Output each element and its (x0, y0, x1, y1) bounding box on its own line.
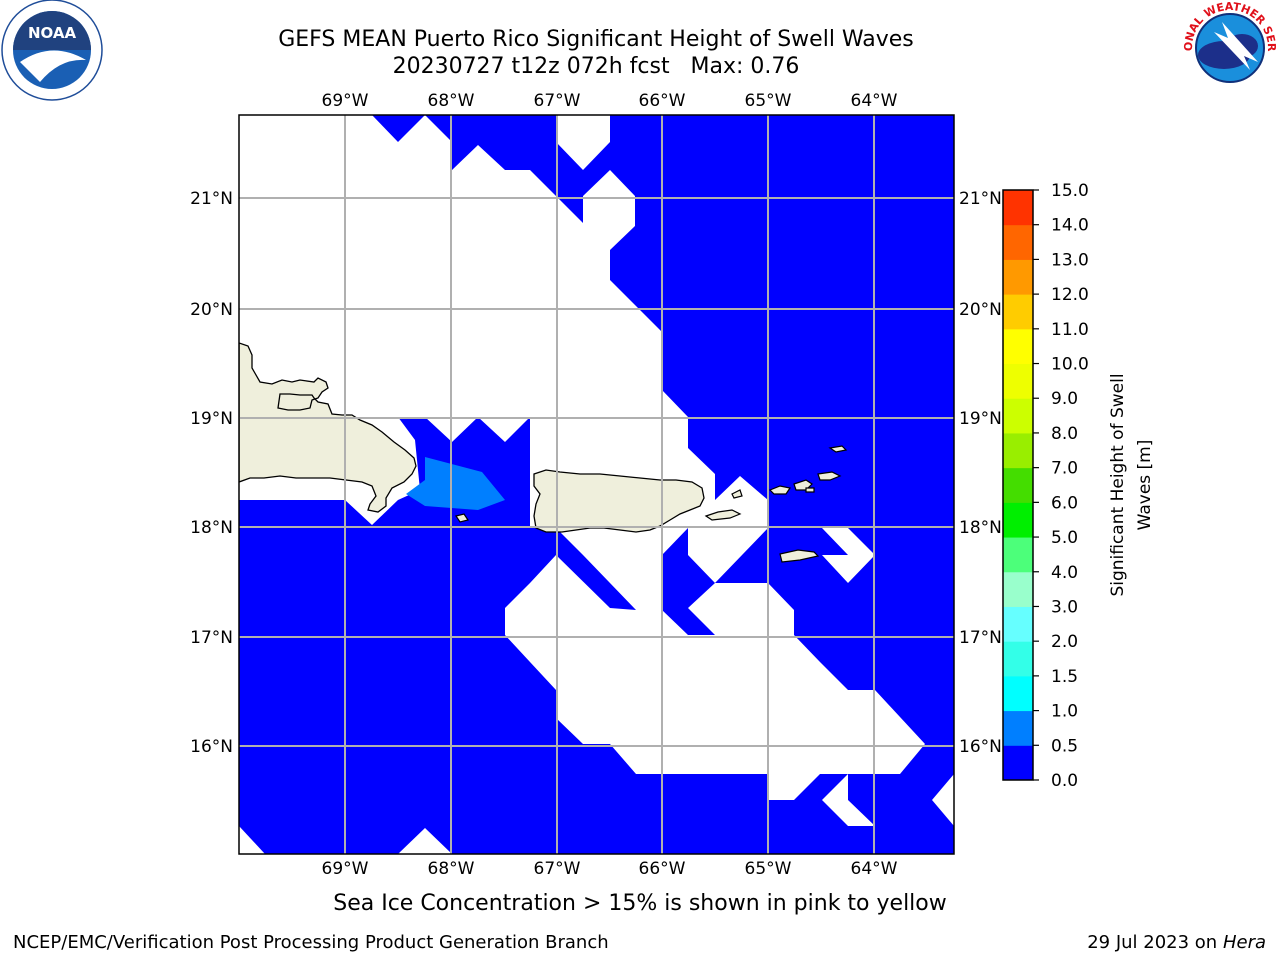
colorbar-tick-label: 5.0 (1051, 528, 1078, 548)
colorbar-swatch (1003, 745, 1033, 781)
colorbar-tick-label: 4.0 (1051, 563, 1078, 583)
colorbar-swatch (1003, 641, 1033, 677)
lon-label: 66°W (639, 91, 686, 111)
colorbar-swatch (1003, 363, 1033, 399)
colorbar-swatch (1003, 537, 1033, 573)
colorbar-tick-label: 9.0 (1051, 389, 1078, 409)
lon-label: 68°W (428, 91, 475, 111)
colorbar-swatch (1003, 190, 1033, 226)
colorbar-tick-label: 1.5 (1051, 667, 1078, 687)
map-area (239, 115, 954, 854)
lat-label: 20°N (959, 300, 1002, 320)
hispaniola-landmass (239, 342, 417, 513)
footer-host: Hera (1222, 932, 1266, 953)
colorbar-swatch (1003, 432, 1033, 469)
colorbar-tick-label: 12.0 (1051, 285, 1089, 305)
map-frame (238, 114, 955, 855)
nws-logo-icon: NATIONAL WEATHER SERVICE (0, 0, 1278, 94)
lat-label: 21°N (959, 189, 1002, 209)
lat-label: 17°N (959, 628, 1002, 648)
lon-labels-bottom: 69°W 68°W 67°W 66°W 65°W 64°W (322, 859, 898, 879)
lat-label: 16°N (959, 737, 1002, 757)
colorbar-tick-label: 1.0 (1051, 702, 1078, 722)
colorbar-swatch (1003, 224, 1033, 260)
colorbar-label-line1: Significant Height of Swell (1108, 373, 1128, 596)
lat-label: 21°N (190, 189, 233, 209)
svg-text:NOAA: NOAA (28, 24, 77, 42)
footer-date: 29 Jul 2023 on Hera (1087, 932, 1266, 954)
lon-label: 68°W (428, 859, 475, 879)
lat-label: 16°N (190, 737, 233, 757)
chart-subtitle: 20230727 t12z 072h fcst Max: 0.76 (392, 54, 800, 79)
lat-label: 19°N (959, 409, 1002, 429)
colorbar-swatch (1003, 675, 1033, 712)
footer-date-text: 29 Jul 2023 on (1087, 932, 1223, 953)
lat-labels-right: 21°N 20°N 19°N 18°N 17°N 16°N (959, 189, 1002, 757)
colorbar-tick-label: 2.0 (1051, 632, 1078, 652)
colorbar-ticks: 0.0 0.5 1.0 1.5 2.0 3.0 4.0 5.0 6.0 7.0 8.0 9.0 10.0… (1033, 181, 1089, 791)
lat-label: 18°N (190, 518, 233, 538)
colorbar-swatch (1003, 398, 1033, 434)
lat-label: 19°N (190, 409, 233, 429)
svg-text:NATIONAL WEATHER SERVICE: NATIONAL WEATHER SERVICE (0, 0, 1278, 52)
chart-title: GEFS MEAN Puerto Rico Significant Height… (278, 27, 914, 52)
lon-label: 69°W (322, 859, 369, 879)
colorbar-swatch (1003, 606, 1033, 642)
colorbar-tick-label: 11.0 (1051, 320, 1089, 340)
colorbar-tick-label: 10.0 (1051, 355, 1089, 375)
swell-patch-05-10 (406, 457, 505, 510)
colorbar-swatch (1003, 710, 1033, 746)
lat-label: 17°N (190, 628, 233, 648)
lon-label: 66°W (639, 859, 686, 879)
colorbar-tick-label: 14.0 (1051, 216, 1089, 236)
colorbar-swatches (1003, 190, 1033, 781)
colorbar-tick-label: 0.5 (1051, 736, 1078, 756)
colorbar-tick-label: 3.0 (1051, 597, 1078, 617)
lon-label: 67°W (534, 859, 581, 879)
graticule (239, 115, 954, 854)
colorbar-swatch (1003, 571, 1033, 607)
colorbar-label-line2: Waves [m] (1135, 440, 1155, 531)
colorbar-swatch (1003, 259, 1033, 295)
footer-branch: NCEP/EMC/Verification Post Processing Pr… (13, 932, 609, 953)
colorbar-tick-label: 0.0 (1051, 771, 1078, 791)
lon-label: 67°W (534, 91, 581, 111)
sea-ice-caption: Sea Ice Concentration > 15% is shown in … (333, 891, 947, 916)
lat-label: 20°N (190, 300, 233, 320)
colorbar-swatch (1003, 467, 1033, 503)
colorbar-tick-label: 15.0 (1051, 181, 1089, 201)
lat-labels-left: 21°N 20°N 19°N 18°N 17°N 16°N (190, 189, 233, 757)
lon-labels-top: 69°W 68°W 67°W 66°W 65°W 64°W (322, 91, 898, 111)
colorbar-tick-label: 13.0 (1051, 250, 1089, 270)
small-islands (455, 445, 848, 563)
colorbar-tick-label: 6.0 (1051, 493, 1078, 513)
lon-label: 64°W (851, 91, 898, 111)
lon-label: 64°W (851, 859, 898, 879)
lon-label: 69°W (322, 91, 369, 111)
colorbar-swatch (1003, 328, 1033, 365)
lon-label: 65°W (745, 91, 792, 111)
lon-label: 65°W (745, 859, 792, 879)
colorbar-tick-label: 8.0 (1051, 424, 1078, 444)
colorbar-swatch (1003, 502, 1033, 538)
colorbar-tick-label: 7.0 (1051, 459, 1078, 479)
lat-label: 18°N (959, 518, 1002, 538)
noaa-logo-icon: NOAA (1, 0, 103, 101)
colorbar-frame (1002, 189, 1034, 781)
colorbar: 0.0 0.5 1.0 1.5 2.0 3.0 4.0 5.0 6.0 7.0 8.0 9.0 10.0… (1002, 181, 1155, 791)
colorbar-swatch (1003, 294, 1033, 330)
